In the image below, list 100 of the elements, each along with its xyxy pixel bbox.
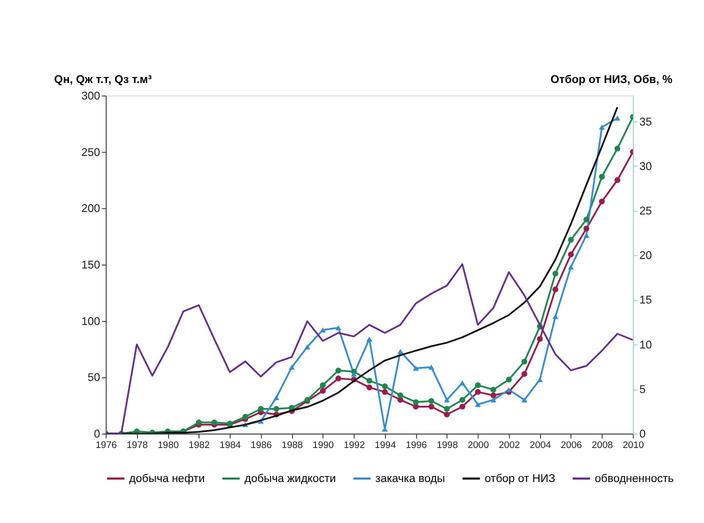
legend-label: добыча нефти: [129, 473, 205, 485]
point: [521, 358, 528, 364]
point: [412, 366, 419, 371]
point: [598, 198, 605, 204]
point: [474, 402, 481, 407]
point: [459, 380, 466, 386]
point: [474, 382, 481, 388]
point: [366, 378, 372, 384]
x-tick-label: 1986: [250, 440, 272, 451]
point: [273, 395, 280, 400]
point: [335, 325, 342, 330]
point: [521, 371, 528, 377]
point: [320, 382, 326, 388]
x-tick-label: 1996: [406, 440, 427, 451]
point: [552, 314, 558, 319]
x-tick-label: 1994: [374, 440, 397, 451]
point: [304, 344, 310, 350]
point: [412, 399, 419, 406]
point: [258, 406, 264, 412]
point: [568, 236, 574, 243]
point: [474, 389, 481, 395]
point: [320, 327, 326, 332]
point: [428, 404, 434, 410]
y-tick-label: 200: [81, 203, 100, 216]
x-tick-label: 1976: [96, 440, 117, 451]
point: [459, 404, 466, 410]
legend-label: обводненность: [594, 473, 674, 485]
y2-tick-label: 10: [639, 339, 652, 352]
point: [583, 216, 590, 222]
point: [335, 376, 342, 382]
x-tick-label: 2000: [468, 440, 489, 451]
x-tick-label: 1990: [312, 440, 334, 451]
point: [598, 174, 605, 180]
x-tick-label: 2010: [622, 440, 644, 451]
point: [568, 252, 574, 258]
legend-label: закачка воды: [375, 473, 446, 485]
point: [382, 389, 388, 395]
point: [614, 146, 620, 152]
point: [506, 387, 512, 392]
point: [552, 286, 558, 292]
point: [444, 412, 450, 418]
x-tick-label: 1992: [344, 440, 365, 451]
x-tick-label: 1998: [436, 440, 458, 451]
y-tick-label: 0: [94, 428, 100, 441]
point: [444, 406, 450, 412]
y-tick-label: 50: [88, 372, 100, 384]
point: [552, 270, 558, 277]
x-tick-label: 2006: [560, 440, 582, 451]
point: [428, 364, 434, 370]
point: [397, 392, 404, 398]
point: [506, 376, 512, 382]
point: [382, 383, 388, 390]
point: [273, 406, 280, 412]
point: [598, 124, 605, 130]
point: [614, 116, 620, 121]
point: [428, 398, 434, 404]
point: [490, 386, 496, 393]
y2-tick-label: 35: [639, 116, 652, 128]
legend-label: добыча жидкости: [244, 473, 336, 485]
point: [536, 336, 543, 342]
point: [583, 226, 590, 232]
x-tick-label: 1978: [126, 440, 148, 451]
y2-tick-label: 15: [639, 294, 652, 307]
x-tick-label: 1984: [220, 440, 242, 451]
point: [614, 177, 620, 183]
point: [366, 384, 372, 390]
point: [242, 414, 248, 420]
y2-axis-title: Отбор от НИЗ, Обв, %: [550, 74, 672, 86]
point: [568, 264, 574, 270]
point: [536, 377, 543, 382]
point: [397, 348, 404, 354]
point: [288, 364, 295, 370]
point: [196, 419, 202, 426]
x-tick-label: 1988: [282, 440, 303, 451]
point: [350, 371, 357, 376]
point: [320, 388, 326, 394]
y2-tick-label: 20: [639, 250, 652, 262]
point: [366, 336, 372, 342]
x-tick-label: 2002: [498, 440, 520, 451]
y2-tick-label: 5: [639, 384, 646, 396]
x-tick-label: 2008: [592, 440, 613, 451]
y-tick-label: 250: [81, 146, 100, 159]
point: [490, 397, 496, 402]
x-tick-label: 2004: [530, 440, 552, 451]
point: [134, 428, 140, 434]
point: [444, 397, 450, 402]
point: [490, 392, 496, 398]
x-tick-label: 1980: [158, 440, 179, 451]
legend-label: отбор от НИЗ: [484, 473, 556, 485]
point: [335, 368, 342, 374]
y2-tick-label: 30: [639, 160, 652, 173]
y-axis-title: Qн, Qж т.т, Qз т.м³: [54, 74, 152, 86]
y2-tick-label: 0: [639, 428, 646, 441]
y2-tick-label: 25: [639, 206, 652, 218]
point: [459, 396, 466, 403]
y-tick-label: 300: [81, 90, 100, 102]
y-tick-label: 150: [81, 260, 100, 272]
y-tick-label: 100: [81, 316, 100, 328]
x-tick-label: 1982: [188, 440, 210, 451]
point: [211, 419, 218, 426]
